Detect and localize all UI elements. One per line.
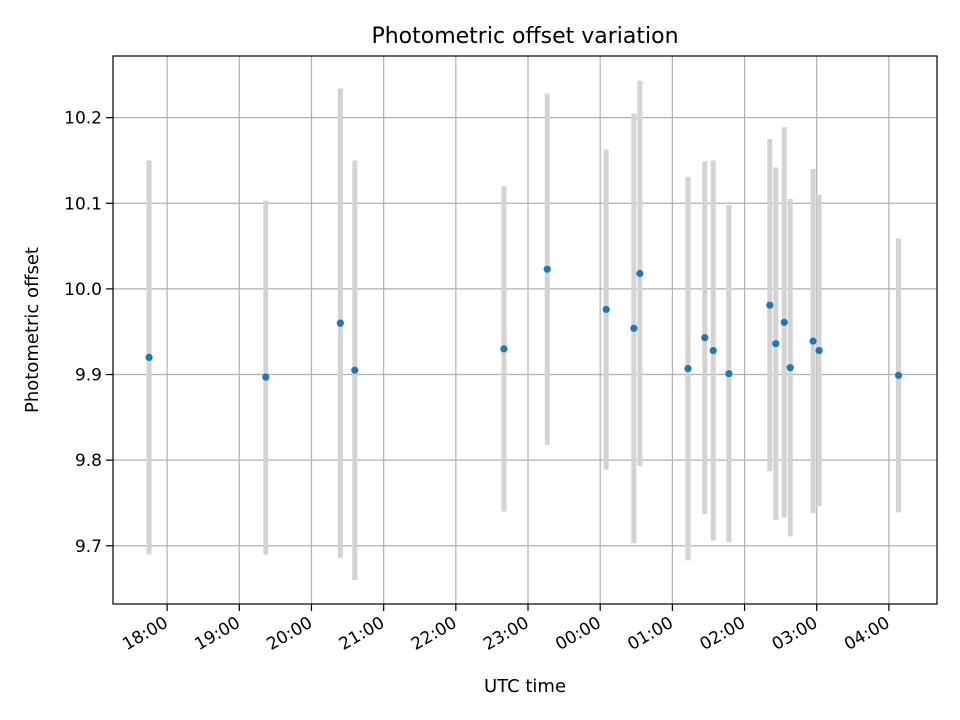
data-point bbox=[766, 301, 774, 309]
data-point bbox=[894, 371, 903, 379]
data-point bbox=[500, 345, 508, 353]
data-point bbox=[772, 340, 780, 348]
data-point bbox=[815, 346, 823, 355]
data-point bbox=[630, 324, 638, 332]
plot-frame bbox=[112, 55, 938, 605]
data-point bbox=[145, 353, 153, 361]
data-point bbox=[701, 334, 709, 342]
data-point bbox=[809, 337, 817, 345]
y-axis-ticks: 9.7 9.8 9.9 10.0 10.1 10.2 bbox=[64, 109, 113, 557]
chart-title: Photometric offset variation bbox=[371, 24, 678, 49]
data-point bbox=[336, 319, 344, 327]
y-axis-label: Photometric offset bbox=[22, 247, 43, 413]
data-point bbox=[684, 364, 692, 373]
y-tick-label: 10.0 bbox=[64, 280, 102, 300]
y-tick-label: 9.8 bbox=[75, 451, 102, 471]
data-point bbox=[636, 269, 644, 278]
y-tick-label: 10.2 bbox=[64, 109, 102, 129]
data-point bbox=[786, 364, 794, 372]
grid bbox=[113, 56, 937, 604]
data-point bbox=[709, 346, 717, 355]
x-axis-label: UTC time bbox=[484, 676, 566, 697]
data-point bbox=[351, 366, 359, 374]
data-points bbox=[145, 265, 903, 381]
data-point bbox=[262, 373, 270, 381]
data-point bbox=[543, 265, 551, 273]
y-tick-label: 10.1 bbox=[64, 194, 102, 214]
data-point bbox=[780, 318, 788, 326]
y-tick-label: 9.7 bbox=[75, 537, 102, 557]
data-point bbox=[602, 305, 610, 314]
data-point bbox=[725, 370, 733, 378]
y-tick-label: 9.9 bbox=[75, 366, 102, 386]
